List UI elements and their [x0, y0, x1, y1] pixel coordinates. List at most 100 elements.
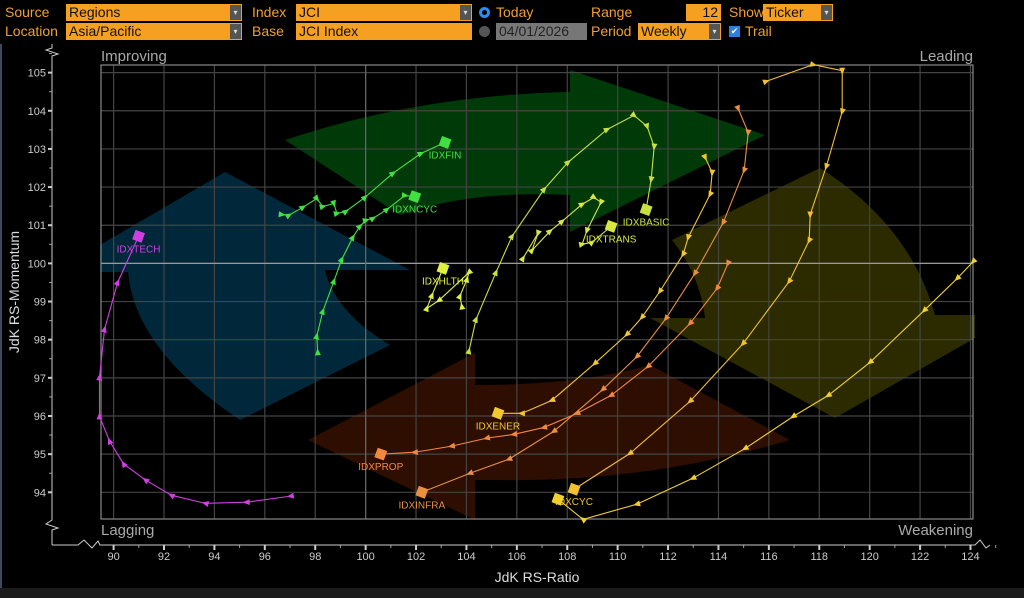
trail-point-arrow	[312, 194, 320, 202]
chevron-down-icon[interactable]: ▾	[821, 5, 832, 20]
trail-point-arrow	[491, 268, 498, 277]
trail-line	[380, 263, 729, 455]
trail-point-arrow	[550, 427, 559, 434]
base-input[interactable]: JCI Index	[296, 23, 472, 40]
x-tick-label: 124	[961, 551, 979, 563]
trail-line	[573, 64, 843, 490]
base-value: JCI Index	[299, 23, 359, 39]
trail-point-arrow	[459, 302, 466, 311]
trail-point-arrow	[807, 236, 814, 245]
chevron-down-icon[interactable]: ▾	[230, 24, 241, 39]
trail-point-arrow	[585, 226, 591, 235]
trail-point-arrow	[742, 166, 749, 175]
chevron-down-icon[interactable]: ▾	[230, 5, 241, 20]
range-input[interactable]: 12	[686, 4, 721, 21]
show-dropdown[interactable]: Ticker ▾	[763, 4, 833, 21]
trail-point-arrow	[589, 193, 598, 200]
trail-point-arrow	[970, 257, 978, 265]
series-label: IDXCYC	[555, 497, 593, 508]
trail-point-arrow	[517, 410, 525, 417]
series-label: IDXINFRA	[398, 500, 445, 511]
trail-point-arrow	[692, 269, 700, 277]
trail-point-arrow	[466, 469, 474, 475]
trail-point-arrow	[580, 516, 588, 524]
trail-point-arrow	[368, 216, 377, 223]
x-axis-line	[52, 539, 991, 549]
trail-point-arrow	[607, 391, 616, 398]
trail-point-arrow	[201, 501, 210, 507]
series-idxcyc: IDXCYC	[555, 61, 846, 508]
trail-point-arrow	[539, 186, 547, 194]
source-dropdown[interactable]: Regions ▾	[66, 4, 242, 21]
x-tick-label: 102	[407, 551, 425, 563]
trail-point-arrow	[96, 373, 103, 381]
trail-point-arrow	[505, 455, 513, 461]
trail-point-arrow	[644, 362, 653, 369]
improving-arrow	[100, 172, 410, 420]
trail-point-arrow	[242, 499, 250, 506]
trail-point-arrow	[721, 218, 728, 227]
trail-point-arrow	[540, 423, 548, 430]
series-idxinfra: IDXINFRA	[398, 104, 752, 511]
trail-point-arrow	[603, 127, 611, 134]
trail-checkbox[interactable]: ✔	[729, 26, 740, 37]
y-tick-label: 102	[28, 182, 46, 194]
trail-point-arrow	[626, 449, 635, 456]
trail-point-arrow	[313, 332, 319, 340]
x-tick-label: 106	[508, 551, 526, 563]
trail-point-arrow	[435, 296, 444, 303]
trail-point-arrow	[121, 460, 128, 469]
current-position-marker	[438, 136, 452, 149]
x-tick-label: 92	[158, 551, 170, 563]
trail-point-arrow	[455, 292, 462, 301]
trail-point-arrow	[709, 169, 716, 177]
trail-point-arrow	[557, 218, 565, 226]
series-idxfin: IDXFIN	[278, 136, 461, 220]
trail-point-arrow	[734, 104, 740, 113]
x-tick-label: 90	[107, 551, 119, 563]
trail-point-arrow	[726, 259, 732, 268]
date-radio[interactable]	[479, 26, 490, 37]
y-axis-label: JdK RS-Momentum	[6, 231, 22, 353]
index-dropdown[interactable]: JCI ▾	[296, 4, 472, 21]
trail-point-arrow	[466, 268, 474, 276]
trail-line	[497, 157, 713, 414]
series-label: IDXPROP	[358, 462, 403, 473]
trail-point-arrow	[689, 474, 697, 480]
x-tick-label: 118	[810, 551, 828, 563]
trail-point-arrow	[578, 241, 587, 248]
quadrant-label-weakening: Weakening	[898, 522, 973, 539]
y-tick-label: 103	[28, 144, 46, 156]
range-value: 12	[702, 4, 718, 20]
trail-point-arrow	[388, 171, 397, 178]
trail-point-arrow	[786, 277, 794, 285]
today-radio[interactable]	[479, 7, 490, 18]
chevron-down-icon[interactable]: ▾	[460, 5, 471, 20]
series-idxbasic: IDXBASIC	[465, 111, 669, 355]
trail-point-arrow	[663, 314, 671, 322]
x-tick-label: 120	[860, 551, 878, 563]
chevron-down-icon[interactable]: ▾	[709, 24, 720, 39]
trail-point-arrow	[360, 194, 368, 202]
trail-point-arrow	[824, 391, 833, 398]
y-tick-label: 95	[34, 449, 46, 461]
trail-point-arrow	[624, 330, 632, 338]
trail-point-arrow	[113, 278, 120, 287]
y-tick-label: 94	[34, 487, 46, 499]
leading-arrow	[285, 70, 765, 232]
location-value: Asia/Pacific	[69, 23, 142, 39]
trail-point-arrow	[330, 199, 336, 208]
period-dropdown[interactable]: Weekly ▾	[638, 23, 721, 40]
location-dropdown[interactable]: Asia/Pacific ▾	[66, 23, 242, 40]
series-idxtech: IDXTECH	[96, 229, 295, 507]
trail-point-arrow	[314, 348, 321, 356]
index-value: JCI	[299, 4, 320, 20]
date-value: 04/01/2026	[499, 23, 570, 39]
trail-point-arrow	[510, 430, 518, 437]
trail-point-arrow	[318, 307, 325, 316]
x-tick-label: 104	[457, 551, 475, 563]
show-value: Ticker	[766, 4, 804, 20]
date-input[interactable]: 04/01/2026	[496, 23, 587, 40]
trail-point-arrow	[591, 359, 600, 366]
